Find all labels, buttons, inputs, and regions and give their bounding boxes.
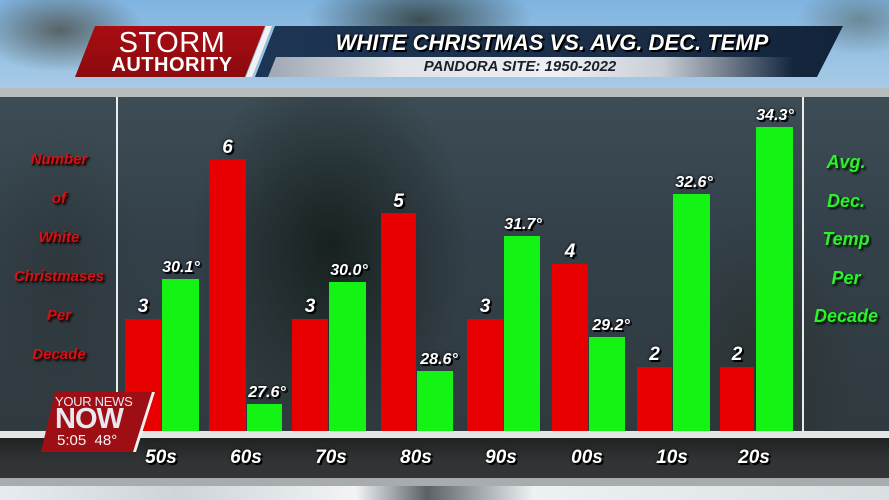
bar-avg-temp-90s: [504, 236, 540, 431]
bar-label-count: 5: [393, 191, 404, 212]
news-bug-time: 5:05: [57, 432, 87, 449]
right-axis-title-line: Dec.: [826, 190, 866, 211]
left-axis-line: [116, 97, 118, 431]
brand-logo: STORM AUTHORITY: [75, 26, 265, 77]
chart-baseline: [0, 431, 889, 438]
x-tick-label: 60s: [230, 447, 262, 468]
news-bug-time-temp: 5:05 48°: [57, 433, 147, 449]
left-axis-title-line: Christmases: [13, 268, 105, 285]
bar-label-count: 2: [731, 344, 743, 365]
bar-white-christmas-00s: [552, 264, 588, 431]
bar-avg-temp-20s: [756, 127, 793, 431]
left-axis-title-line: White: [38, 229, 80, 246]
bar-white-christmas-60s: [209, 159, 246, 431]
bar-avg-temp-70s: [329, 282, 366, 431]
bar-white-christmas-90s: [467, 319, 503, 431]
left-axis-title-line: Per: [46, 307, 72, 324]
x-axis-band-lower: [0, 478, 889, 486]
bar-label-temp: 31.7°: [504, 216, 542, 233]
bar-label-temp: 28.6°: [420, 351, 458, 368]
news-bug-temp: 48°: [94, 432, 118, 449]
x-tick-label: 90s: [485, 447, 517, 468]
bar-avg-temp-00s: [589, 337, 625, 431]
bar-white-christmas-80s: [381, 213, 416, 431]
bar-label-temp: 27.6°: [248, 384, 286, 401]
chart-subtitle: PANDORA SITE: 1950-2022: [423, 58, 617, 75]
left-axis-title-line: Decade: [32, 346, 86, 363]
brand-line1: STORM: [118, 27, 226, 59]
bar-label-count: 3: [479, 296, 491, 317]
right-axis-title-line: Per: [831, 267, 861, 288]
x-axis-band: [0, 438, 889, 478]
bar-label-temp: 32.6°: [675, 174, 713, 191]
bar-label-temp: 29.2°: [592, 317, 630, 334]
bar-label-temp: 30.0°: [330, 262, 368, 279]
subtitle-bar: [268, 57, 793, 77]
right-axis-title-line: Decade: [813, 306, 879, 326]
right-axis-line: [802, 97, 804, 431]
news-bug: [41, 392, 153, 452]
left-axis-title-line: of: [51, 190, 67, 207]
x-tick-label: 10s: [656, 447, 688, 468]
chart-frame-top: [0, 88, 889, 97]
brand-line2: AUTHORITY: [111, 54, 233, 76]
bar-white-christmas-10s: [637, 367, 672, 431]
left-axis-title-line: Number: [30, 151, 88, 168]
right-axis-title: Avg. Dec. Temp Per Decade: [803, 147, 889, 340]
background-snow: [0, 486, 889, 500]
bar-avg-temp-10s: [673, 194, 710, 431]
left-axis-title: Number of White Christmases Per Decade: [0, 145, 118, 379]
x-tick-label: 50s: [145, 447, 177, 468]
bar-label-count: 3: [137, 296, 149, 317]
bar-white-christmas-20s: [720, 367, 754, 431]
right-axis-title-line: Avg.: [826, 152, 866, 172]
bar-label-count: 3: [304, 296, 316, 317]
bar-white-christmas-70s: [292, 319, 328, 431]
bar-avg-temp-50s: [162, 279, 199, 431]
x-tick-label: 00s: [571, 447, 603, 468]
chart-title: WHITE CHRISTMAS VS. AVG. DEC. TEMP: [335, 30, 769, 55]
x-tick-label: 80s: [400, 447, 432, 468]
bar-label-count: 2: [649, 344, 660, 365]
bar-label-temp: 34.3°: [756, 107, 794, 124]
right-axis-title-line: Temp: [822, 229, 870, 249]
bar-avg-temp-80s: [417, 371, 453, 431]
bar-label-count: 4: [564, 241, 576, 262]
bar-label-count: 6: [222, 137, 233, 158]
bar-avg-temp-60s: [247, 404, 282, 431]
news-bug-line1: YOUR NEWS: [55, 394, 133, 409]
x-tick-label: 70s: [315, 447, 347, 468]
x-tick-label: 20s: [738, 447, 770, 468]
news-bug-logo: NOW: [55, 403, 124, 435]
bar-label-temp: 30.1°: [162, 259, 200, 276]
